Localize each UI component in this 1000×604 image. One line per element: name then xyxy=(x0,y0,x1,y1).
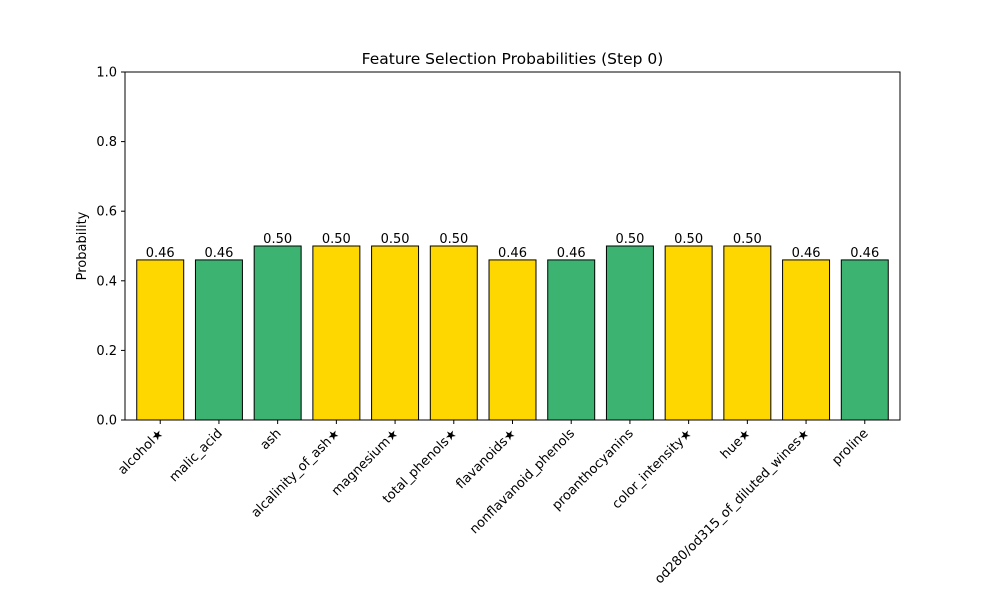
bar-value-label: 0.46 xyxy=(850,246,879,261)
x-tick-label: ash xyxy=(258,426,285,453)
bar-1 xyxy=(194,259,243,421)
bar-value-label: 0.50 xyxy=(674,232,703,247)
bar-value-label: 0.50 xyxy=(615,232,644,247)
x-tick-label: proline xyxy=(829,426,871,468)
bar-8 xyxy=(605,245,654,421)
bar-value-label: 0.50 xyxy=(263,232,292,247)
x-axis: alcohol★ malic_acid ashalcalinity_of_ash★m… xyxy=(115,420,872,587)
bar-value-label: 0.46 xyxy=(557,246,586,261)
bar-7 xyxy=(547,259,596,421)
bars-layer xyxy=(136,245,889,421)
y-tick-label: 0.8 xyxy=(96,135,117,150)
x-tick-label: flavanoids★ xyxy=(453,426,519,492)
bar-3 xyxy=(312,245,361,421)
bar-value-label: 0.50 xyxy=(381,232,410,247)
bar-0 xyxy=(136,259,185,421)
bar-2 xyxy=(253,245,302,421)
bar-10 xyxy=(723,245,772,421)
bar-12 xyxy=(840,259,889,421)
bar-11 xyxy=(782,259,831,421)
x-tick-label: alcohol★ xyxy=(115,426,167,478)
y-axis-label: Probability xyxy=(75,211,90,280)
y-tick-label: 1.0 xyxy=(96,66,117,81)
bar-value-label: 0.46 xyxy=(498,246,527,261)
x-tick-label: malic_acid xyxy=(167,426,226,485)
bar-value-label: 0.46 xyxy=(204,246,233,261)
chart-title: Feature Selection Probabilities (Step 0) xyxy=(362,50,664,68)
y-tick-label: 0.4 xyxy=(96,274,117,289)
y-tick-label: 0.2 xyxy=(96,344,117,359)
x-tick-label: hue★ xyxy=(718,426,754,462)
y-tick-label: 0.0 xyxy=(96,414,117,429)
bar-5 xyxy=(429,245,478,421)
bar-value-label: 0.46 xyxy=(792,246,821,261)
plot-frame xyxy=(124,71,901,421)
bar-value-label: 0.50 xyxy=(322,232,351,247)
bar-9 xyxy=(664,245,713,421)
x-tick-label: nonflavanoid_phenols xyxy=(467,426,578,537)
y-tick-label: 0.6 xyxy=(96,205,117,220)
bar-value-label: 0.50 xyxy=(733,232,762,247)
bar-6 xyxy=(488,259,537,421)
bar-value-label: 0.46 xyxy=(146,246,175,261)
value-labels-layer: 0.46 0.46 0.50 0.50 0.50 0.50 0.46 0.46 0.50 0.50… xyxy=(146,232,879,261)
y-axis: 0.0 0.2 0.4 0.6 0.8 1.0 xyxy=(96,66,125,429)
bar-4 xyxy=(371,245,420,421)
bar-value-label: 0.50 xyxy=(439,232,468,247)
